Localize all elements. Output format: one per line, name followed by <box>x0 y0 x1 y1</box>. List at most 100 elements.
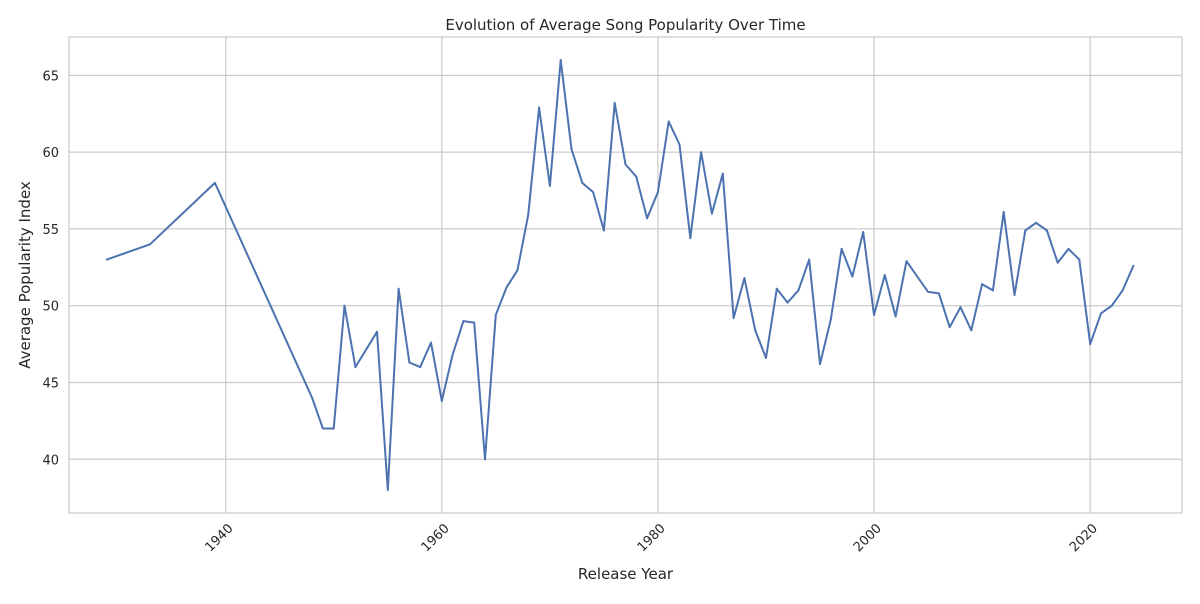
data-point <box>1002 211 1005 213</box>
data-point <box>775 287 778 290</box>
data-point <box>1056 261 1059 264</box>
data-point <box>311 396 314 399</box>
data-point <box>883 274 886 276</box>
data-point <box>430 341 432 344</box>
data-point <box>1067 247 1070 250</box>
chart-title: Evolution of Average Song Popularity Ove… <box>445 16 805 34</box>
data-point <box>581 181 584 184</box>
data-point <box>484 458 486 461</box>
data-point <box>1045 229 1048 232</box>
data-point <box>1089 343 1092 346</box>
x-tick-label: 1940 <box>203 521 237 555</box>
data-point <box>829 318 832 321</box>
data-point <box>948 326 951 329</box>
x-tick-label: 2020 <box>1067 521 1101 555</box>
data-point <box>505 286 508 289</box>
data-point <box>959 306 962 309</box>
data-point <box>451 353 454 356</box>
data-point <box>354 366 357 369</box>
y-tick-label: 65 <box>42 69 59 84</box>
data-point <box>570 148 573 151</box>
data-point <box>602 229 605 232</box>
data-point <box>786 301 789 304</box>
data-point <box>624 163 627 166</box>
vertical-gridlines <box>225 37 1091 513</box>
data-points <box>105 59 1135 491</box>
data-point <box>538 106 541 109</box>
data-point <box>808 258 811 261</box>
data-point <box>494 313 497 316</box>
data-point <box>765 356 767 359</box>
x-tick-label: 2000 <box>851 521 885 555</box>
data-point <box>1100 312 1102 315</box>
x-tick-label: 1960 <box>419 521 453 555</box>
horizontal-gridlines <box>69 74 1182 460</box>
data-point <box>981 283 984 286</box>
data-point <box>527 214 530 217</box>
data-point <box>710 212 713 215</box>
data-point <box>851 275 854 278</box>
y-tick-label: 40 <box>42 453 59 468</box>
data-point <box>905 260 908 263</box>
data-point <box>592 191 595 194</box>
x-tick-labels: 1940 1960 1980 2000 2020 <box>203 521 1101 555</box>
data-point <box>1078 258 1081 261</box>
data-point <box>1035 221 1038 224</box>
data-point <box>797 289 800 292</box>
data-point <box>937 292 940 295</box>
data-point <box>516 269 519 272</box>
data-point <box>408 361 411 364</box>
y-tick-label: 50 <box>42 300 59 315</box>
data-point <box>667 120 670 123</box>
data-point <box>1110 304 1113 307</box>
data-point <box>1132 264 1135 267</box>
data-point <box>840 247 843 250</box>
data-point <box>678 143 681 146</box>
data-point <box>1013 294 1016 296</box>
data-point <box>721 172 724 175</box>
x-tick-label: 1980 <box>635 521 669 555</box>
data-point <box>397 287 400 290</box>
data-point <box>873 313 875 316</box>
data-point <box>732 317 735 319</box>
data-point <box>689 237 692 240</box>
plot-frame <box>68 36 1183 514</box>
data-point <box>105 258 108 261</box>
data-point <box>376 330 378 333</box>
y-tick-label: 45 <box>42 376 59 391</box>
data-point <box>700 151 703 154</box>
data-point <box>332 427 335 430</box>
data-point <box>548 184 551 187</box>
data-point <box>656 191 659 194</box>
data-point <box>927 290 930 293</box>
data-point <box>1024 229 1027 232</box>
data-point <box>970 329 973 332</box>
data-point <box>321 427 324 430</box>
data-point <box>1121 289 1124 292</box>
data-point <box>462 320 465 323</box>
data-point <box>862 231 865 233</box>
data-point <box>559 59 562 61</box>
data-point <box>473 321 476 324</box>
data-point <box>894 315 897 318</box>
x-axis-label: Release Year <box>578 565 674 583</box>
data-point <box>613 102 616 104</box>
data-point <box>819 363 821 366</box>
data-point <box>635 175 638 178</box>
data-point <box>386 489 389 491</box>
y-axis-label: Average Popularity Index <box>16 181 34 369</box>
data-point <box>149 243 151 246</box>
data-point <box>419 366 422 369</box>
data-point <box>343 304 346 307</box>
y-tick-labels: 40 45 50 55 60 65 <box>42 69 59 468</box>
y-tick-label: 55 <box>42 223 59 238</box>
data-point <box>743 277 746 280</box>
y-tick-label: 60 <box>42 146 59 161</box>
data-point <box>646 217 649 220</box>
data-point <box>754 329 757 332</box>
data-point <box>991 289 994 292</box>
popularity-line <box>106 59 1135 491</box>
data-point <box>440 399 443 402</box>
